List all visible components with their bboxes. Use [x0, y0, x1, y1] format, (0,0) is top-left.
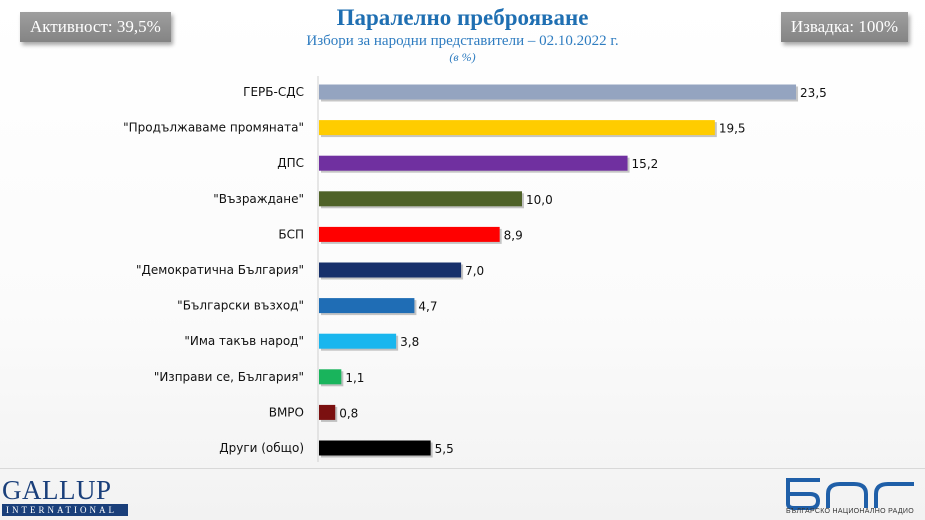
chart-header: Паралелно преброяване Избори за народни … — [0, 4, 925, 64]
bar — [319, 298, 415, 314]
bar — [319, 155, 628, 171]
bar-value-label: 0,8 — [339, 406, 358, 420]
bar-value-label: 10,0 — [526, 193, 553, 207]
turnout-badge: Активност: 39,5% — [20, 12, 171, 42]
category-label: ДПС — [277, 156, 304, 170]
category-label: "Има такъв народ" — [184, 334, 304, 348]
bar-value-label: 19,5 — [719, 122, 746, 136]
category-label: "Продължаваме промяната" — [123, 121, 304, 135]
bar — [319, 191, 522, 207]
bar-value-label: 7,0 — [465, 264, 484, 278]
chart-title: Паралелно преброяване — [336, 5, 589, 30]
sample-badge: Извадка: 100% — [780, 12, 908, 42]
bar-value-label: 3,8 — [400, 335, 419, 349]
bar-value-label: 4,7 — [418, 300, 437, 314]
chart-subtitle: Избори за народни представители – 02.10.… — [306, 33, 619, 49]
category-label: "Изправи се, България" — [154, 370, 304, 384]
bar-value-label: 15,2 — [632, 157, 659, 171]
bar — [319, 333, 397, 349]
category-label: "Български възход" — [177, 299, 304, 313]
gallup-logo: GALLUP INTERNATIONAL — [2, 476, 128, 516]
bar-value-label: 5,5 — [435, 442, 454, 456]
bar — [319, 404, 336, 420]
bar — [319, 226, 500, 242]
bar-value-label: 23,5 — [800, 86, 827, 100]
bar — [319, 440, 431, 456]
bar-chart: ГЕРБ-СДС 23,5 "Продължаваме промяната" 19,5… — [123, 76, 827, 462]
bnr-caption: БЪЛГАРСКО НАЦИОНАЛНО РАДИО — [786, 508, 914, 515]
bar — [319, 369, 342, 385]
bar-value-label: 1,1 — [345, 371, 364, 385]
gallup-logo-text: GALLUP — [2, 475, 112, 505]
category-label: Други (общо) — [219, 441, 304, 455]
footer-divider — [0, 468, 925, 469]
category-label: "Възраждане" — [213, 192, 304, 206]
bar — [319, 84, 797, 100]
bnr-logo-icon — [786, 478, 914, 510]
category-label: "Демократична България" — [136, 263, 304, 277]
category-label: ВМРО — [269, 405, 304, 419]
gallup-logo-subtext: INTERNATIONAL — [2, 504, 128, 516]
category-label: ГЕРБ-СДС — [243, 85, 304, 99]
bar — [319, 262, 462, 278]
bar — [319, 120, 715, 136]
bar-value-label: 8,9 — [504, 228, 523, 242]
unit-label: (в %) — [449, 50, 476, 64]
category-label: БСП — [278, 227, 304, 241]
